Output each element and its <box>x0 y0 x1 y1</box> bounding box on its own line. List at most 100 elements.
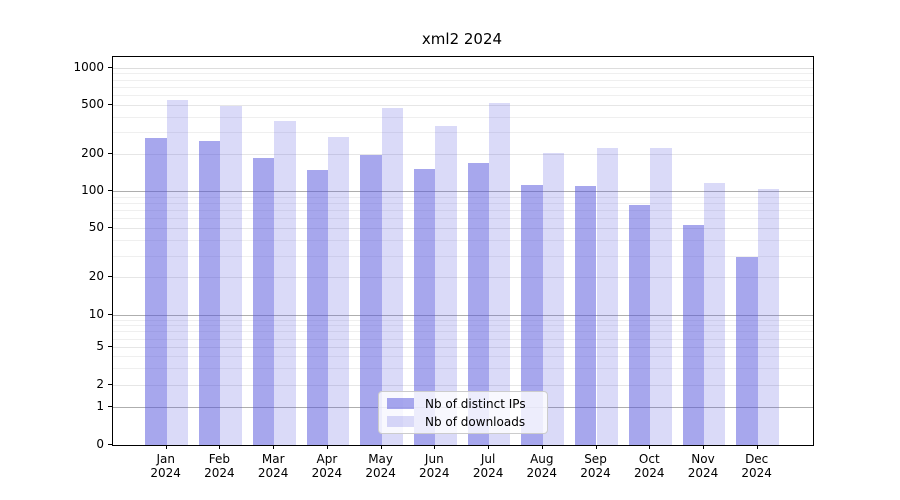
gridline <box>113 228 813 230</box>
x-tick-label: Mar 2024 <box>257 452 289 480</box>
y-tick-mark <box>108 444 112 445</box>
legend-label-distinct-ips: Nb of distinct IPs <box>425 396 526 411</box>
gridline <box>113 338 813 340</box>
x-tick-mark <box>541 445 543 449</box>
x-tick-label: Jul 2024 <box>472 452 504 480</box>
y-tick-mark <box>108 346 112 347</box>
x-tick-mark <box>273 445 275 449</box>
bar-downloads <box>274 120 296 445</box>
gridline <box>113 132 813 134</box>
gridline <box>113 203 813 204</box>
chart-title: xml2 2024 <box>421 30 503 48</box>
gridline <box>113 331 813 333</box>
x-tick-label: Apr 2024 <box>311 452 343 480</box>
bar-downloads <box>220 105 242 445</box>
x-tick-label: Jan 2024 <box>150 452 181 480</box>
bar-downloads <box>435 125 457 445</box>
x-tick-mark <box>165 445 167 449</box>
gridline <box>113 104 813 106</box>
y-tick-mark <box>108 227 112 229</box>
bar-downloads <box>327 136 350 445</box>
legend: Nb of distinct IPs Nb of downloads <box>378 391 548 434</box>
gridline <box>113 153 813 155</box>
x-tick-mark <box>756 445 758 449</box>
y-tick-mark <box>108 276 112 278</box>
gridline <box>113 356 813 358</box>
gridline <box>113 368 813 369</box>
gridline <box>113 191 813 192</box>
gridline <box>113 347 813 348</box>
gridline <box>113 384 813 386</box>
x-tick-label: Dec 2024 <box>741 452 772 480</box>
x-tick-mark <box>219 445 221 449</box>
legend-label-downloads: Nb of downloads <box>425 414 526 429</box>
gridline <box>113 314 813 316</box>
x-tick-mark <box>488 445 490 449</box>
x-tick-mark <box>380 445 382 449</box>
bar-distinct-ips <box>628 205 651 445</box>
bar-distinct-ips <box>521 184 543 445</box>
y-tick-label: 1000 <box>73 59 104 74</box>
bar-distinct-ips <box>682 225 704 445</box>
plot-area: Nb of distinct IPs Nb of downloads <box>112 56 814 446</box>
x-tick-mark <box>703 445 704 449</box>
y-tick-label: 5 <box>96 339 104 353</box>
gridline <box>113 94 813 96</box>
bar-distinct-ips <box>575 185 597 445</box>
x-tick-label: Sep 2024 <box>580 452 611 480</box>
bar-downloads <box>596 147 618 445</box>
gridline <box>113 218 813 220</box>
y-tick-mark <box>108 383 112 385</box>
gridline <box>113 86 813 88</box>
gridline <box>113 79 813 81</box>
x-tick-label: Aug 2024 <box>526 452 558 480</box>
y-tick-label: 500 <box>81 96 104 111</box>
bar-downloads <box>650 148 672 445</box>
legend-swatch-distinct-ips <box>387 398 414 409</box>
y-tick-label: 1 <box>96 399 104 413</box>
bar-distinct-ips <box>736 257 758 445</box>
y-tick-label: 10 <box>88 306 104 321</box>
gridline <box>113 277 813 279</box>
y-tick-label: 20 <box>88 269 104 284</box>
bar-distinct-ips <box>252 158 275 445</box>
legend-item-downloads: Nb of downloads <box>387 415 539 429</box>
x-tick-mark <box>595 445 597 449</box>
y-tick-mark <box>108 313 112 315</box>
gridline <box>113 196 813 198</box>
gridline <box>113 319 813 321</box>
legend-swatch-downloads <box>387 416 414 427</box>
gridline <box>113 116 813 118</box>
gridline <box>113 240 813 242</box>
y-tick-mark <box>108 406 112 407</box>
bar-distinct-ips <box>360 154 382 445</box>
y-tick-label: 0 <box>96 437 104 451</box>
x-tick-mark <box>434 445 436 449</box>
bar-distinct-ips <box>199 141 221 445</box>
x-tick-label: Feb 2024 <box>204 452 235 480</box>
x-tick-label: May 2024 <box>365 452 396 480</box>
gridline <box>113 210 813 212</box>
bar-distinct-ips <box>413 169 436 445</box>
x-tick-mark <box>326 445 328 449</box>
y-tick-label: 50 <box>88 220 104 235</box>
y-tick-label: 100 <box>81 183 104 197</box>
gridline <box>113 73 813 75</box>
bar-distinct-ips <box>145 138 167 445</box>
y-tick-label: 2 <box>96 376 104 391</box>
bar-downloads <box>381 107 403 445</box>
bar-downloads <box>542 153 565 445</box>
y-tick-label: 200 <box>81 145 104 160</box>
bar-distinct-ips <box>306 170 328 445</box>
bar-downloads <box>704 182 726 445</box>
x-tick-label: Oct 2024 <box>634 452 665 480</box>
y-tick-mark <box>108 190 112 191</box>
gridline <box>113 67 813 69</box>
x-tick-label: Jun 2024 <box>419 452 450 480</box>
y-tick-mark <box>108 66 112 68</box>
x-tick-label: Nov 2024 <box>687 452 719 480</box>
gridline <box>113 325 813 326</box>
bar-downloads <box>489 103 511 445</box>
bar-downloads <box>757 189 780 445</box>
